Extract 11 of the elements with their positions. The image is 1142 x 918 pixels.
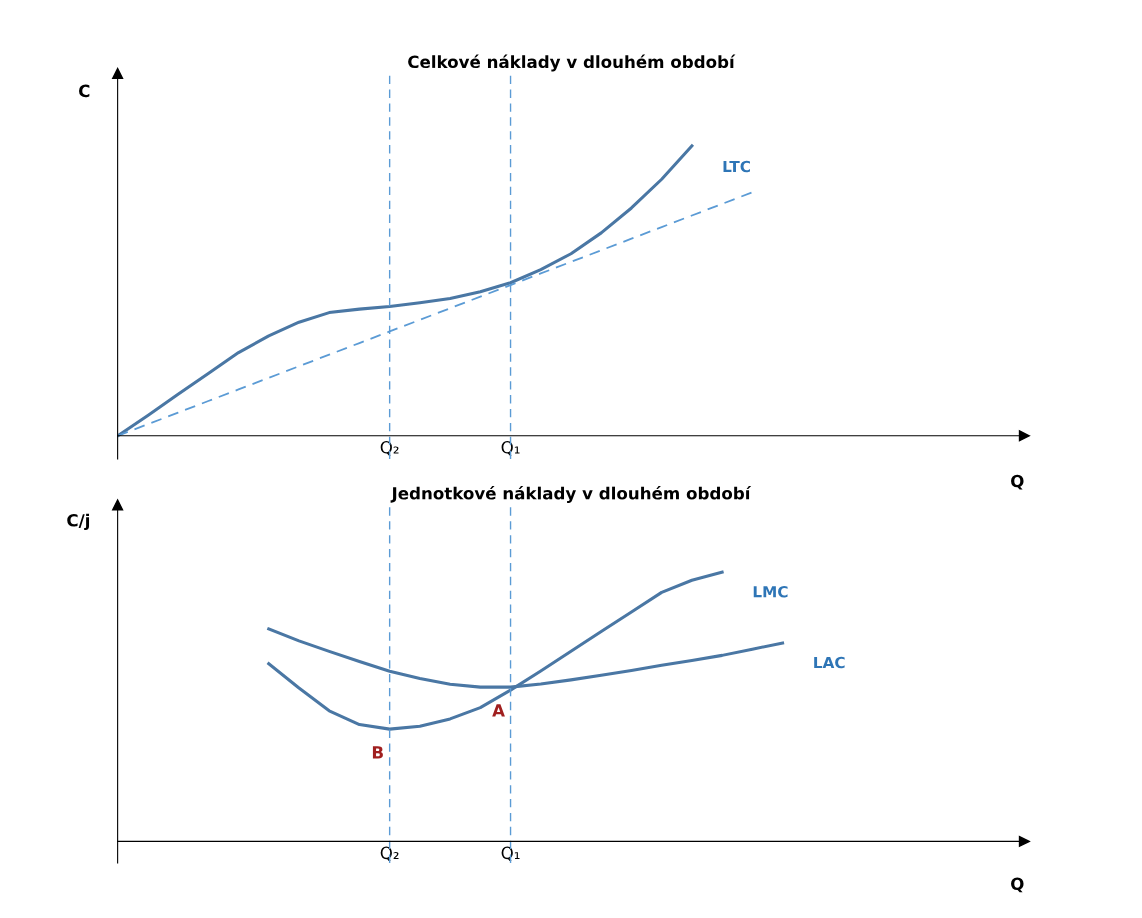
- x-axis-title: Q: [1011, 877, 1024, 893]
- chart-title: Jednotkové náklady v dlouhém období: [390, 486, 752, 503]
- text: LTC: [723, 160, 750, 173]
- text: LAC: [814, 656, 845, 669]
- annotation: A: [492, 704, 505, 717]
- y-axis-title: C/j: [67, 513, 90, 530]
- annotation: B: [372, 746, 383, 759]
- chart-title: Celkové náklady v dlouhém období: [408, 54, 736, 72]
- text: LMC: [753, 585, 788, 598]
- x-axis-title: Q: [1011, 474, 1024, 490]
- y-axis-title: C: [79, 84, 90, 98]
